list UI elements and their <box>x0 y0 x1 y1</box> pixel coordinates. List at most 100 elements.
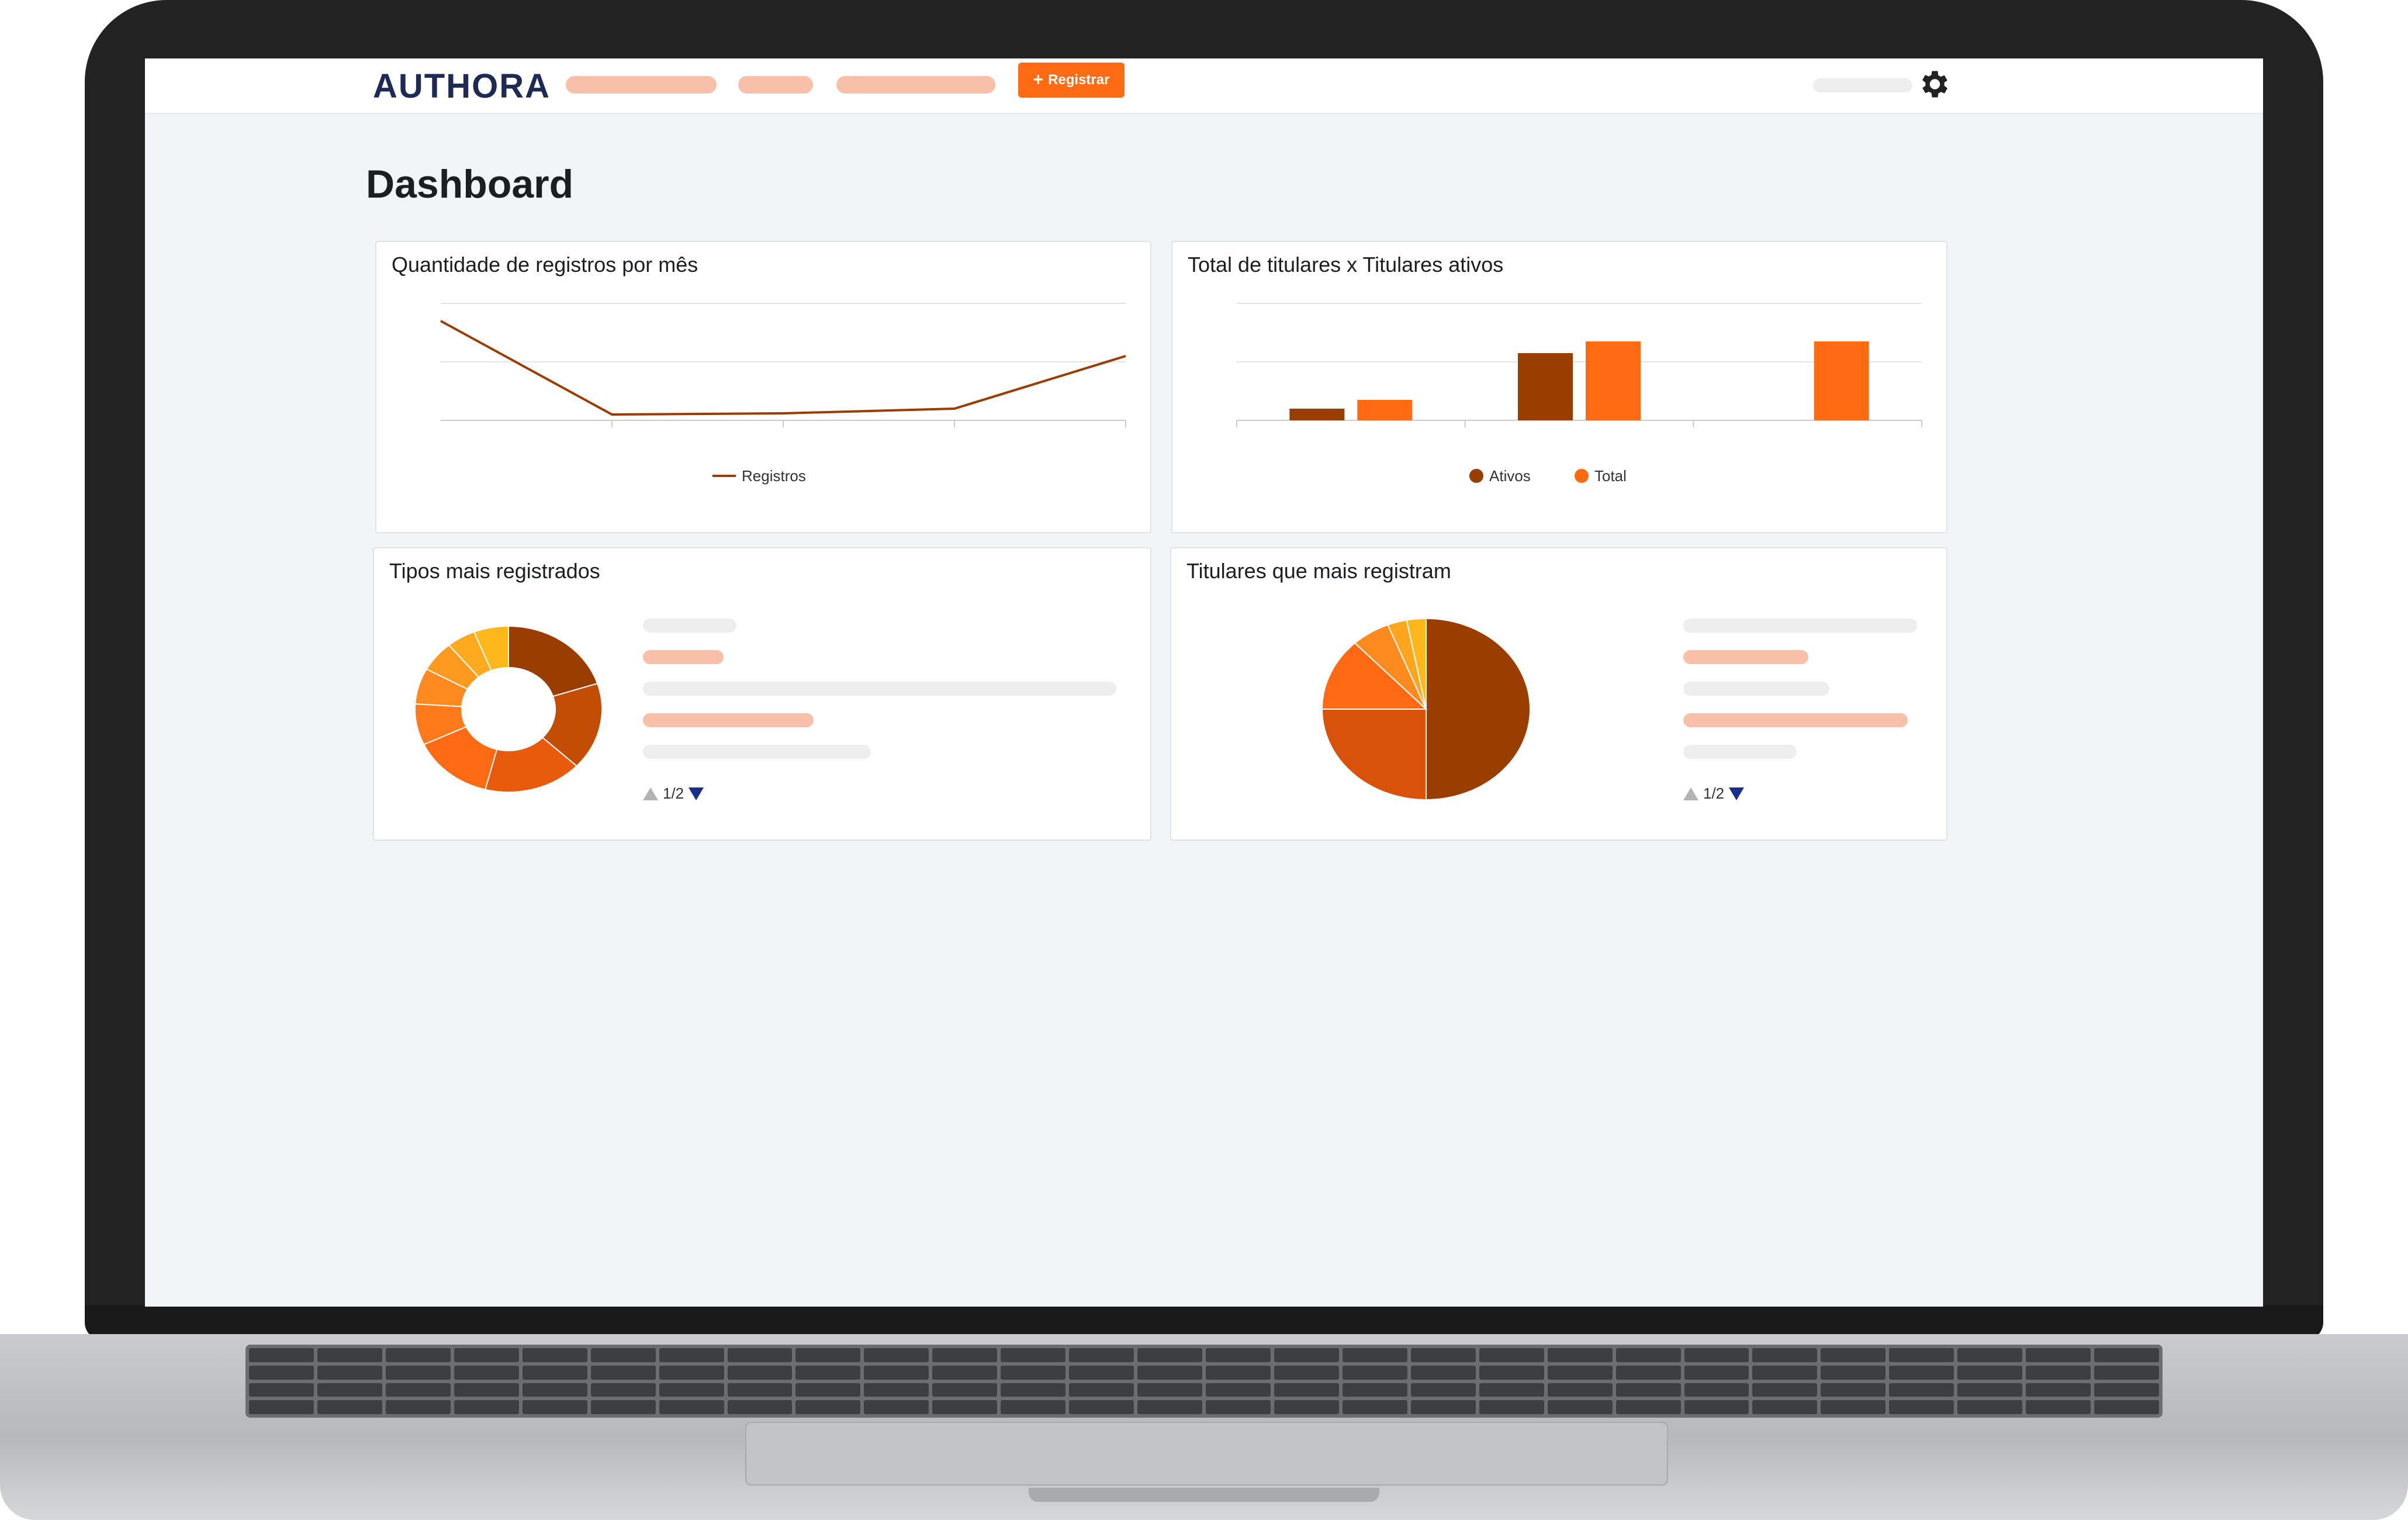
nav-item-placeholder-2[interactable] <box>738 76 813 94</box>
card-title-titulares: Total de titulares x Titulares ativos <box>1188 253 1504 277</box>
keyboard-key <box>1889 1348 1954 1362</box>
keyboard-key <box>659 1365 724 1380</box>
legend-item-placeholder <box>1683 650 1808 664</box>
keyboard-key <box>659 1400 724 1414</box>
keyboard-key <box>2094 1365 2159 1380</box>
pie-slice <box>541 682 603 767</box>
keyboard-key <box>1821 1348 1886 1362</box>
keyboard-key <box>1206 1348 1271 1362</box>
pie-slice <box>484 737 578 793</box>
keyboard-key <box>317 1348 382 1362</box>
legend-swatch-total <box>1575 469 1589 483</box>
keyboard-key <box>317 1365 382 1380</box>
bar-ativos <box>1289 409 1345 420</box>
keyboard-key <box>249 1348 314 1362</box>
card-registros-por-mes: Quantidade de registros por mês Registro… <box>375 241 1151 533</box>
keyboard-key <box>932 1400 998 1414</box>
keyboard-key <box>1206 1400 1271 1414</box>
keyboard-key <box>727 1365 793 1380</box>
keyboard-key <box>454 1365 519 1380</box>
keyboard-key <box>1821 1365 1886 1380</box>
legend-item-placeholder <box>643 745 871 759</box>
keyboard-key <box>1957 1365 2023 1380</box>
keyboard-key <box>864 1365 929 1380</box>
keyboard-key <box>1137 1400 1202 1414</box>
keyboard-key <box>1615 1348 1681 1362</box>
keyboard-key <box>1615 1365 1681 1380</box>
legend-label-ativos: Ativos <box>1489 467 1531 485</box>
keyboard-key <box>1410 1365 1476 1380</box>
pager-label: 1/2 <box>663 785 684 802</box>
nav-item-placeholder-3[interactable] <box>836 76 995 94</box>
page-title: Dashboard <box>366 162 574 206</box>
keyboard-key <box>1752 1348 1818 1362</box>
keyboard-key <box>249 1383 314 1397</box>
keyboard-key <box>659 1383 724 1397</box>
plus-icon: + <box>1033 70 1044 89</box>
keyboard-key <box>1410 1348 1476 1362</box>
legend-item-placeholder <box>643 650 724 664</box>
keyboard-key <box>1342 1400 1407 1414</box>
keyboard-key <box>590 1400 656 1414</box>
keyboard-key <box>1752 1365 1818 1380</box>
bar-ativos <box>1518 353 1573 420</box>
keyboard-key <box>864 1348 929 1362</box>
bar-total <box>1357 400 1413 420</box>
keyboard-key <box>1001 1348 1066 1362</box>
app-screen: AUTHORA + Registrar Dashboard Quantidade… <box>145 58 2263 1307</box>
keyboard-key <box>659 1348 724 1362</box>
keyboard-key <box>1957 1383 2023 1397</box>
user-name-placeholder[interactable] <box>1813 78 1912 92</box>
keyboard-key <box>1410 1383 1476 1397</box>
keyboard-key <box>1752 1383 1818 1397</box>
keyboard-key <box>590 1365 656 1380</box>
nav-item-placeholder-1[interactable] <box>566 76 717 94</box>
legend-item-placeholder <box>1683 619 1917 633</box>
keyboard-key <box>1957 1400 2023 1414</box>
keyboard-key <box>1342 1383 1407 1397</box>
legend-swatch-ativos <box>1469 469 1483 483</box>
legend-item-placeholder <box>1683 713 1908 727</box>
keyboard-key <box>522 1348 587 1362</box>
legend-item-placeholder <box>643 682 1116 696</box>
legend-pager: 1/2 <box>643 785 704 803</box>
pager-next-icon[interactable] <box>1729 787 1745 800</box>
bar-total <box>1586 341 1641 420</box>
keyboard-key <box>1137 1365 1202 1380</box>
series-line-registros <box>440 320 1126 416</box>
keyboard-key <box>1001 1400 1066 1414</box>
keyboard-key <box>454 1400 519 1414</box>
keyboard-key <box>1479 1383 1544 1397</box>
keyboard-key <box>1615 1400 1681 1414</box>
keyboard-key <box>727 1400 793 1414</box>
keyboard-key <box>1752 1400 1818 1414</box>
keyboard-key <box>385 1348 451 1362</box>
keyboard-key <box>795 1383 861 1397</box>
keyboard-key <box>1069 1365 1134 1380</box>
keyboard-key <box>1274 1365 1339 1380</box>
keyboard-key <box>1479 1365 1544 1380</box>
keyboard-key <box>522 1365 587 1380</box>
keyboard-key <box>1615 1383 1681 1397</box>
keyboard-key <box>522 1400 587 1414</box>
legend-item-placeholder <box>643 619 736 633</box>
keyboard-key <box>795 1348 861 1362</box>
keyboard-key <box>727 1348 793 1362</box>
keyboard-key <box>1821 1400 1886 1414</box>
keyboard-key <box>1684 1365 1749 1380</box>
keyboard-key <box>1001 1365 1066 1380</box>
keyboard-key <box>1137 1348 1202 1362</box>
register-button[interactable]: + Registrar <box>1018 63 1125 98</box>
authora-logo[interactable]: AUTHORA <box>373 67 551 105</box>
pager-prev-icon[interactable] <box>643 787 658 800</box>
keyboard-key <box>1342 1365 1407 1380</box>
pager-prev-icon[interactable] <box>1683 787 1698 800</box>
pager-next-icon[interactable] <box>689 787 704 800</box>
keyboard-key <box>795 1400 861 1414</box>
keyboard-key <box>249 1400 314 1414</box>
keyboard-key <box>1274 1348 1339 1362</box>
gear-icon[interactable] <box>1916 67 1951 102</box>
pager-label: 1/2 <box>1703 785 1725 802</box>
card-titulares-que-mais-registram: Titulares que mais registram 1/2 <box>1170 547 1947 841</box>
keyboard-key <box>1547 1365 1613 1380</box>
